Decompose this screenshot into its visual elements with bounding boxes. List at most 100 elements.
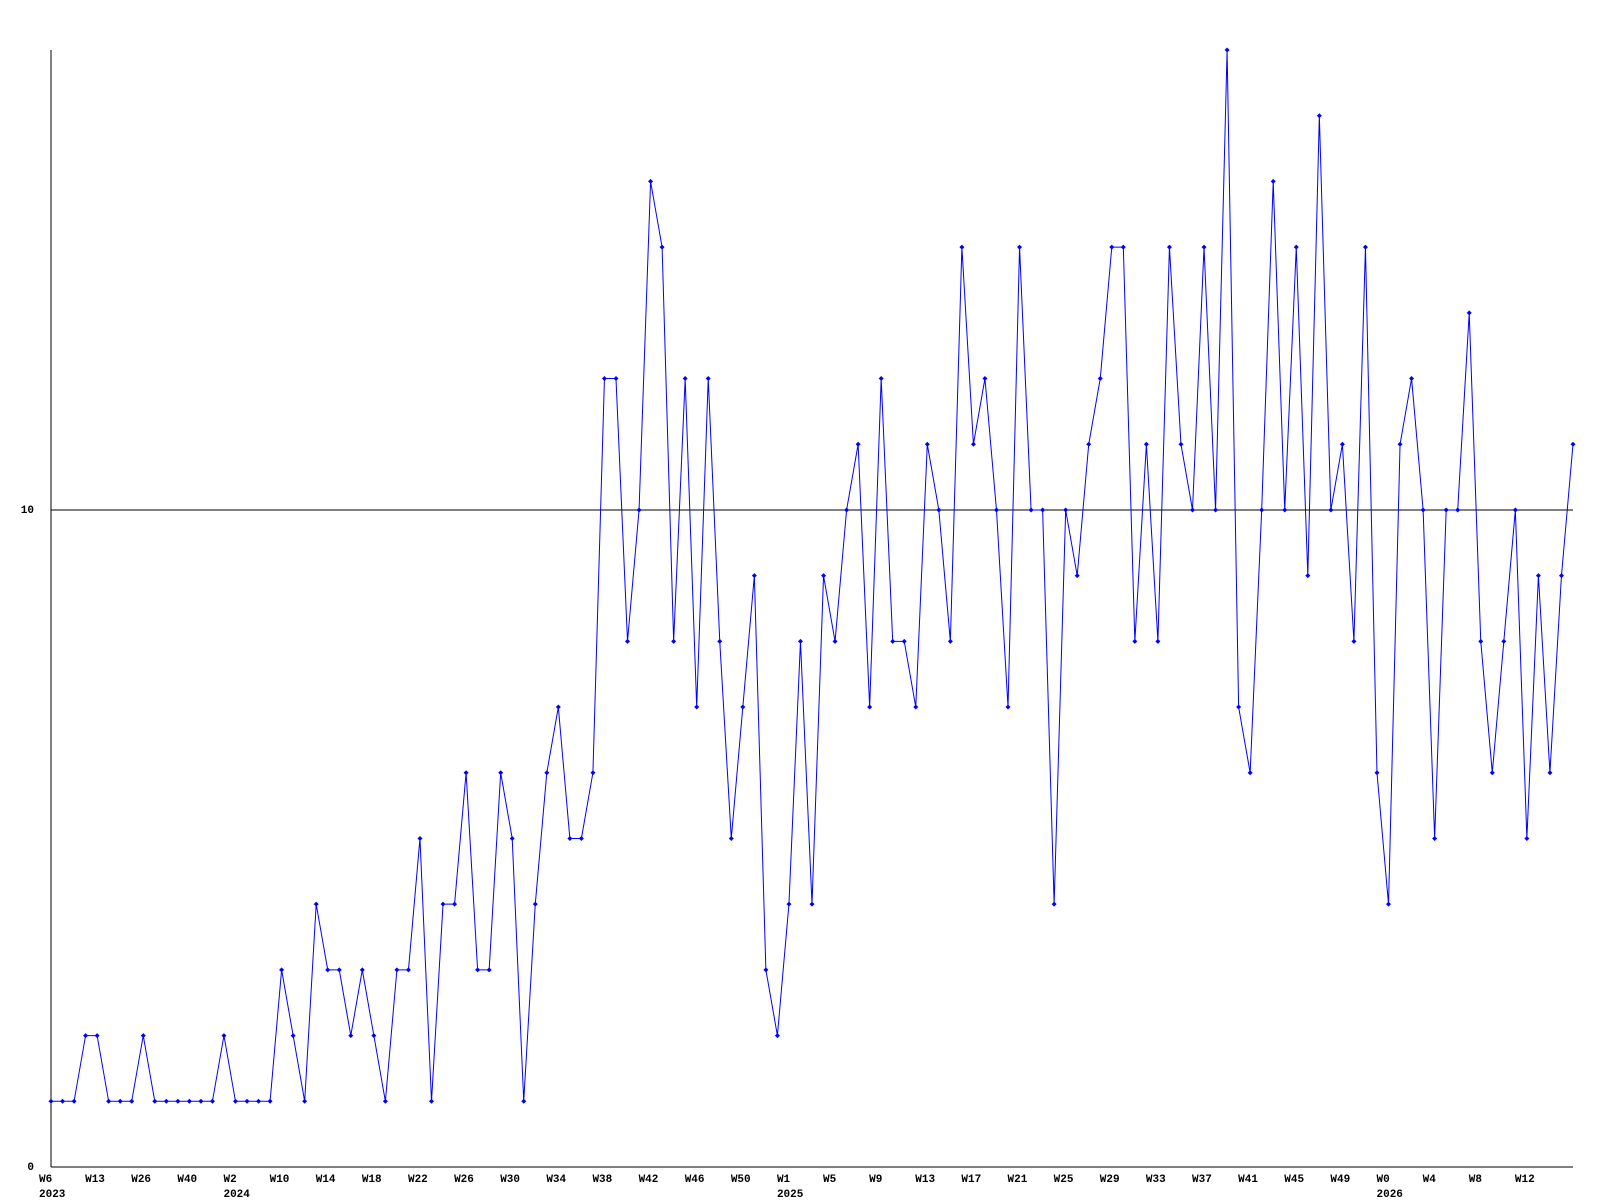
x-tick-label: W46: [685, 1174, 705, 1186]
x-tick-label: W37: [1192, 1174, 1212, 1186]
x-tick-label: W9: [869, 1174, 882, 1186]
x-tick-label: W10: [270, 1174, 290, 1186]
x-tick-label: W0: [1377, 1174, 1390, 1186]
data-point: [1074, 573, 1080, 579]
data-point: [855, 441, 861, 447]
data-point: [1040, 507, 1046, 513]
data-point: [532, 901, 538, 907]
x-tick-label: W1: [777, 1174, 791, 1186]
x-tick-label: W41: [1238, 1174, 1258, 1186]
data-point: [1270, 178, 1276, 184]
data-point: [1478, 638, 1484, 644]
data-point: [1432, 835, 1438, 841]
x-tick-label: W26: [454, 1174, 474, 1186]
data-point: [1143, 441, 1149, 447]
data-point: [452, 901, 458, 907]
x-tick-label: W49: [1330, 1174, 1350, 1186]
data-point: [1132, 638, 1138, 644]
data-point: [1547, 770, 1553, 776]
data-point: [648, 178, 654, 184]
data-point: [1397, 441, 1403, 447]
x-tick-label: W13: [85, 1174, 105, 1186]
x-tick-label: W38: [592, 1174, 612, 1186]
data-point: [1570, 441, 1576, 447]
data-point: [336, 967, 342, 973]
x-tick-label: W22: [408, 1174, 428, 1186]
data-point: [878, 376, 884, 382]
data-point: [140, 1033, 146, 1039]
data-point: [924, 441, 930, 447]
x-tick-label: W8: [1469, 1174, 1483, 1186]
x-tick-label: W2: [223, 1174, 236, 1186]
data-point: [1339, 441, 1345, 447]
x-tick-label: W21: [1008, 1174, 1028, 1186]
x-tick-label: W30: [500, 1174, 520, 1186]
data-point: [1017, 244, 1023, 250]
x-tick-label: W45: [1284, 1174, 1304, 1186]
data-point: [48, 1098, 54, 1104]
data-point: [1086, 441, 1092, 447]
data-point: [613, 376, 619, 382]
data-point: [740, 704, 746, 710]
x-tick-label: W50: [731, 1174, 751, 1186]
data-point: [993, 507, 999, 513]
data-line: [51, 49, 1574, 1102]
data-point: [544, 770, 550, 776]
data-point: [1063, 507, 1069, 513]
data-point: [901, 638, 907, 644]
data-point: [728, 835, 734, 841]
x-tick-sublabel: 2025: [777, 1189, 804, 1200]
data-point: [774, 1033, 780, 1039]
data-point: [913, 704, 919, 710]
data-point: [498, 770, 504, 776]
x-tick-label: W6: [39, 1174, 52, 1186]
data-point: [590, 770, 596, 776]
data-point: [567, 835, 573, 841]
y-tick-label: 10: [21, 505, 34, 517]
data-point: [382, 1098, 388, 1104]
data-point: [601, 376, 607, 382]
data-point: [267, 1098, 273, 1104]
data-point: [636, 507, 642, 513]
x-tick-sublabel: 2026: [1377, 1189, 1403, 1200]
data-point: [175, 1098, 181, 1104]
x-tick-label: W34: [546, 1174, 566, 1186]
data-point: [256, 1098, 262, 1104]
data-point: [832, 638, 838, 644]
data-point: [1386, 901, 1392, 907]
data-point: [394, 967, 400, 973]
x-tick-label: W40: [177, 1174, 197, 1186]
x-tick-label: W33: [1146, 1174, 1166, 1186]
x-tick-label: W42: [639, 1174, 659, 1186]
data-point: [786, 901, 792, 907]
data-point: [302, 1098, 308, 1104]
x-tick-label: W14: [316, 1174, 336, 1186]
data-point: [94, 1033, 100, 1039]
data-point: [463, 770, 469, 776]
data-point: [555, 704, 561, 710]
data-point: [1097, 376, 1103, 382]
data-point: [429, 1098, 434, 1104]
data-point: [163, 1098, 169, 1104]
data-point: [1190, 507, 1195, 513]
data-point: [1443, 507, 1449, 513]
data-point: [279, 967, 285, 973]
x-tick-label: W13: [915, 1174, 935, 1186]
data-point: [1247, 770, 1253, 776]
x-tick-sublabel: 2023: [39, 1189, 66, 1200]
x-tick-label: W4: [1423, 1174, 1437, 1186]
data-point: [705, 376, 711, 382]
data-point: [1155, 638, 1161, 644]
data-point: [1109, 244, 1115, 250]
data-point: [717, 638, 723, 644]
data-point: [244, 1098, 250, 1104]
data-point: [1455, 507, 1461, 513]
data-point: [152, 1098, 158, 1104]
data-point: [1120, 244, 1126, 250]
data-point: [417, 835, 423, 841]
data-point: [1409, 376, 1415, 382]
data-point: [129, 1098, 135, 1104]
data-point: [682, 376, 688, 382]
data-point: [659, 244, 665, 250]
